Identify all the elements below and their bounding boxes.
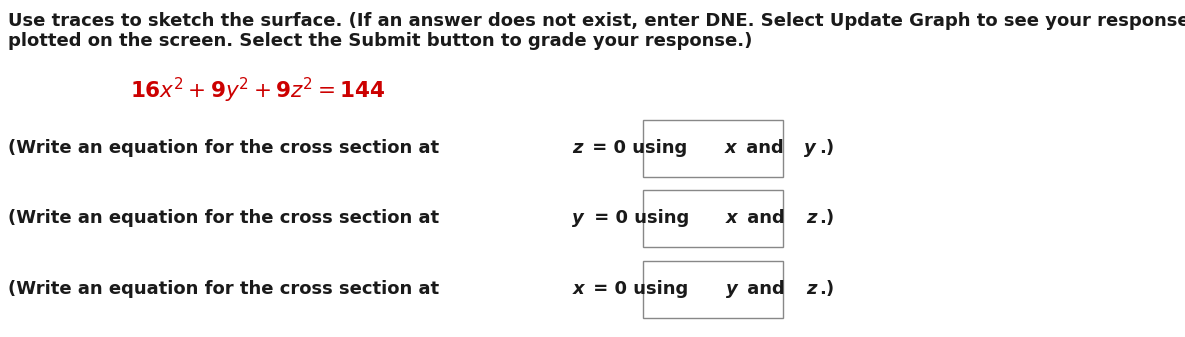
Text: x: x xyxy=(572,280,584,298)
Text: (Write an equation for the cross section at: (Write an equation for the cross section… xyxy=(8,139,446,157)
Text: z: z xyxy=(806,280,816,298)
Text: z: z xyxy=(806,209,816,227)
Text: y: y xyxy=(572,209,584,227)
Text: plotted on the screen. Select the Submit button to grade your response.): plotted on the screen. Select the Submit… xyxy=(8,32,752,50)
Bar xyxy=(643,189,783,246)
Text: x: x xyxy=(726,209,738,227)
Text: .): .) xyxy=(819,280,834,298)
Text: and: and xyxy=(739,139,789,157)
Text: .): .) xyxy=(819,139,834,157)
Text: $\mathbf{16}x^2 + \mathbf{9}y^2 + \mathbf{9}z^2 = \mathbf{144}$: $\mathbf{16}x^2 + \mathbf{9}y^2 + \mathb… xyxy=(130,75,385,104)
Text: (Write an equation for the cross section at: (Write an equation for the cross section… xyxy=(8,209,446,227)
Text: .): .) xyxy=(819,209,834,227)
Text: = 0 using: = 0 using xyxy=(585,139,693,157)
Text: y: y xyxy=(726,280,738,298)
Text: x: x xyxy=(724,139,736,157)
Text: Use traces to sketch the surface. (If an answer does not exist, enter DNE. Selec: Use traces to sketch the surface. (If an… xyxy=(8,12,1185,30)
Text: and: and xyxy=(742,280,792,298)
Text: y: y xyxy=(805,139,816,157)
Bar xyxy=(643,120,783,177)
Bar xyxy=(643,261,783,317)
Text: (Write an equation for the cross section at: (Write an equation for the cross section… xyxy=(8,280,446,298)
Text: = 0 using: = 0 using xyxy=(588,209,696,227)
Text: and: and xyxy=(742,209,792,227)
Text: z: z xyxy=(572,139,583,157)
Text: = 0 using: = 0 using xyxy=(588,280,694,298)
